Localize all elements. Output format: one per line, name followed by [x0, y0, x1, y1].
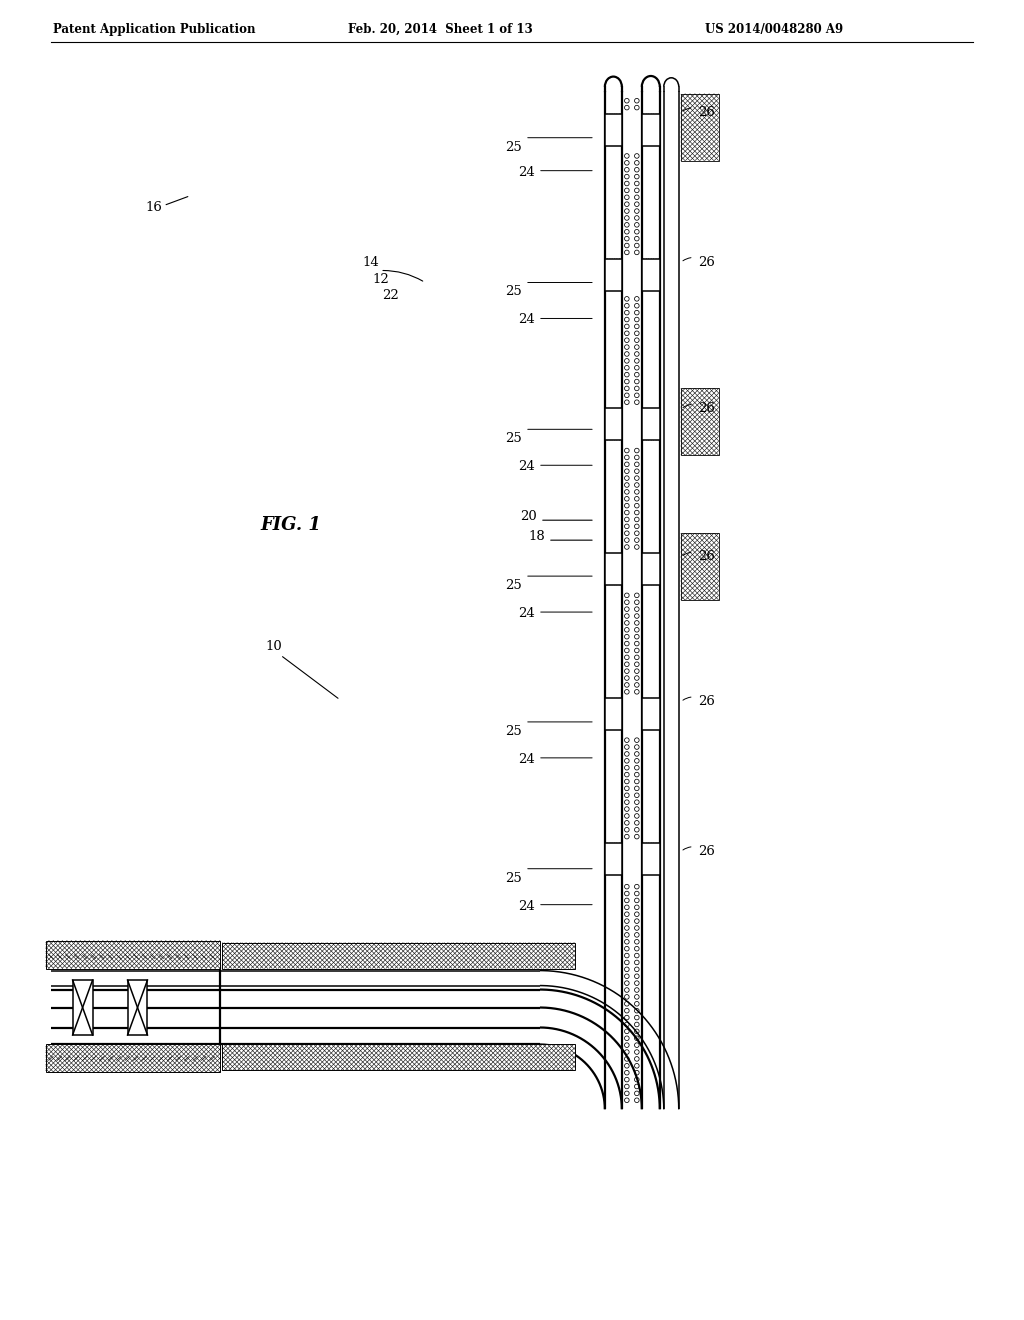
Text: 10: 10 [265, 640, 282, 653]
Bar [642, 553, 659, 585]
Bar [46, 941, 220, 969]
Text: 24: 24 [518, 900, 535, 912]
Text: 25: 25 [505, 285, 522, 298]
Bar [642, 698, 659, 730]
Bar [681, 388, 719, 455]
Bar [642, 114, 659, 145]
Text: 24: 24 [518, 461, 535, 474]
Bar [222, 1044, 574, 1071]
Text: 20: 20 [520, 511, 537, 523]
Bar [73, 979, 92, 1035]
Bar [128, 979, 147, 1035]
Bar [605, 114, 622, 145]
Bar [605, 842, 622, 875]
Bar [46, 1044, 220, 1072]
Text: 24: 24 [518, 165, 535, 178]
Text: 14: 14 [362, 256, 379, 268]
Text: 18: 18 [528, 531, 545, 543]
Bar [605, 408, 622, 441]
Bar [605, 553, 622, 585]
Text: 26: 26 [697, 550, 715, 564]
Bar [605, 698, 622, 730]
Bar [605, 259, 622, 290]
Bar [681, 388, 719, 455]
Text: FIG. 1: FIG. 1 [260, 516, 322, 535]
Text: 25: 25 [505, 871, 522, 884]
Text: 26: 26 [697, 694, 715, 708]
Text: US 2014/0048280 A9: US 2014/0048280 A9 [705, 22, 843, 36]
Bar [681, 533, 719, 601]
Text: 26: 26 [697, 256, 715, 268]
Text: Patent Application Publication: Patent Application Publication [52, 22, 255, 36]
Bar [681, 94, 719, 161]
Bar [681, 533, 719, 601]
Text: 16: 16 [145, 201, 163, 214]
Text: 24: 24 [518, 313, 535, 326]
Text: 25: 25 [505, 725, 522, 738]
Text: 26: 26 [697, 106, 715, 119]
Text: 24: 24 [518, 607, 535, 620]
Bar [222, 942, 574, 969]
Text: 25: 25 [505, 141, 522, 153]
Bar [681, 94, 719, 161]
Text: 12: 12 [372, 272, 389, 285]
Text: Feb. 20, 2014  Sheet 1 of 13: Feb. 20, 2014 Sheet 1 of 13 [348, 22, 532, 36]
Text: 26: 26 [697, 403, 715, 416]
Bar [642, 842, 659, 875]
Text: 24: 24 [518, 752, 535, 766]
Text: 25: 25 [505, 579, 522, 593]
Text: 22: 22 [382, 289, 399, 302]
Text: 25: 25 [505, 432, 522, 445]
Text: 26: 26 [697, 845, 715, 858]
Bar [642, 408, 659, 441]
Bar [642, 259, 659, 290]
